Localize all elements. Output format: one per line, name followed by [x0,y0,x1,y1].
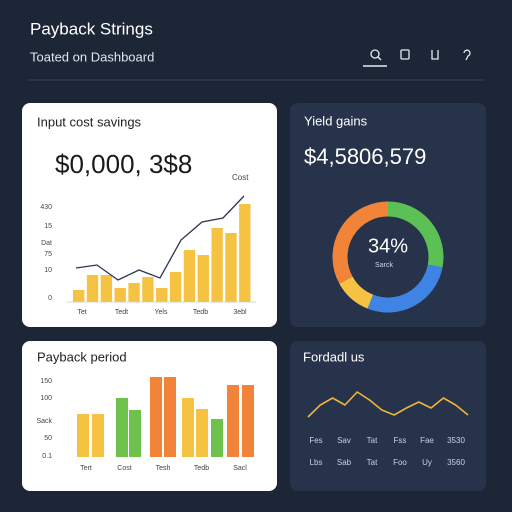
y-tick-label: 0.1 [42,453,52,460]
y-tick-label: 50 [44,435,52,442]
table-cell: Fae [420,436,434,445]
table-cell: Lbs [310,458,323,467]
x-tick-label: Sacl [233,465,247,472]
bar [92,414,104,457]
forecast-line [307,391,469,418]
bar [142,277,154,302]
card-title: Yield gains [304,113,368,128]
bar [169,272,182,302]
bar [225,233,237,302]
bar [128,283,140,302]
bar [196,409,208,457]
bar [116,398,128,457]
y-tick-label: 100 [40,395,52,402]
search-icon-handle [377,56,382,61]
table-cell: Sab [337,458,352,467]
calendar-icon[interactable] [400,49,410,60]
x-tick-label: 3ebl [233,309,247,316]
bar [86,275,99,302]
x-tick-label: Yels [155,309,168,316]
x-tick-label: Tet [77,309,86,316]
table-cell: 3530 [447,436,465,445]
bar [239,204,251,302]
donut-segment [367,264,443,313]
y-tick-label: 10 [44,267,52,274]
table-cell: Tat [367,436,378,445]
help-icon[interactable] [463,49,471,61]
bar [211,228,223,302]
table-cell: Sav [337,436,351,445]
x-tick-label: Tesh [156,465,171,472]
card-title: Fordadl us [303,349,365,364]
x-tick-label: Tert [80,465,92,472]
card-amount: $0,000, 3$8 [55,149,192,179]
bar [129,410,141,457]
x-tick-label: Tedb [193,309,208,316]
subtitle: Toated on Dashboard [30,49,154,64]
bar [156,288,168,302]
bar [242,385,254,457]
card-title: Input cost savings [37,114,142,129]
x-tick-label: Tedb [194,465,209,472]
toolbar [363,49,471,67]
legend-label: Cost [232,173,249,182]
y-tick-label: Sack [36,418,52,425]
y-tick-label: Dat [41,240,52,247]
bar [211,419,223,457]
y-tick-label: 15 [44,223,52,230]
bar [114,288,126,302]
bar [150,377,162,457]
card-amount: $4,5806,579 [304,144,426,169]
bar [182,398,194,457]
forecast-card [290,341,486,491]
y-tick-label: 150 [40,378,52,385]
bar [77,414,89,457]
bar [100,275,113,302]
bar [183,250,196,302]
search-icon[interactable] [370,49,380,59]
bar [227,385,239,457]
bar [73,290,85,302]
table-cell: Fes [309,436,322,445]
table-cell: Fss [394,436,407,445]
table-cell: 3560 [447,458,465,467]
bar [197,255,209,302]
x-tick-label: Cost [117,465,131,472]
table-cell: Foo [393,458,407,467]
donut-center: 34% [368,235,408,257]
x-tick-label: Tedt [115,309,128,316]
table-cell: Tat [367,458,378,467]
donut-segment [387,201,444,268]
trend-line [75,195,245,281]
donut-segment [339,276,374,309]
y-tick-label: 430 [40,204,52,211]
donut-caption: Sarck [375,262,393,269]
y-tick-label: 0 [48,295,52,302]
card-title: Payback period [37,349,127,364]
y-tick-label: 75 [44,251,52,258]
table-cell: Uy [422,458,432,467]
bar [164,377,176,457]
app-title: Payback Strings [30,19,153,38]
bookmark-icon[interactable] [431,50,439,60]
donut-segment [332,201,389,284]
